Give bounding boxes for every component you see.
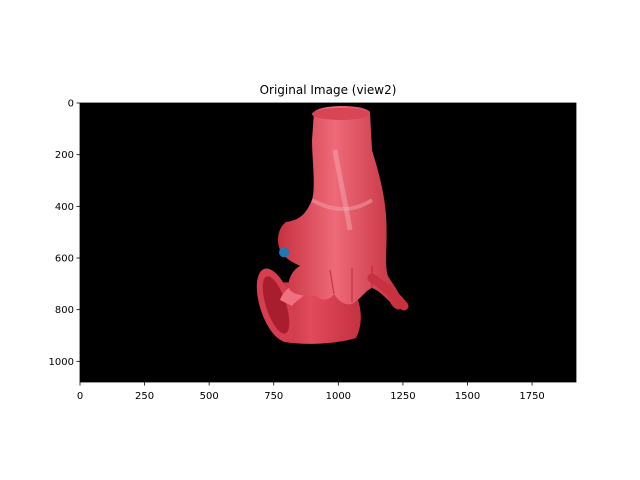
y-tick-label: 200 [55,150,74,161]
y-tick-label: 0 [68,99,74,110]
y-tick-label: 800 [55,305,74,316]
x-tick-label: 750 [264,391,283,402]
axes-frame [79,102,577,383]
y-tick-label: 600 [55,254,74,265]
x-tick-label: 1500 [455,391,480,402]
x-tick-label: 1750 [519,391,544,402]
hand-shape [278,106,409,311]
y-axis: 0 200 400 600 800 1000 [49,99,80,368]
scatter-series [279,247,290,258]
x-tick-label: 1000 [326,391,351,402]
hand-mug-render [256,106,409,344]
x-tick-label: 0 [77,391,83,402]
scatter-point [279,247,290,258]
y-tick-label: 400 [55,202,74,213]
mug-shape [256,268,361,344]
chart-title: Original Image (view2) [260,83,397,97]
x-tick-label: 500 [200,391,219,402]
x-tick-label: 1250 [390,391,415,402]
x-axis: 0 250 500 750 1000 1250 1500 1750 [77,382,545,402]
x-tick-label: 250 [135,391,154,402]
y-tick-label: 1000 [49,357,74,368]
